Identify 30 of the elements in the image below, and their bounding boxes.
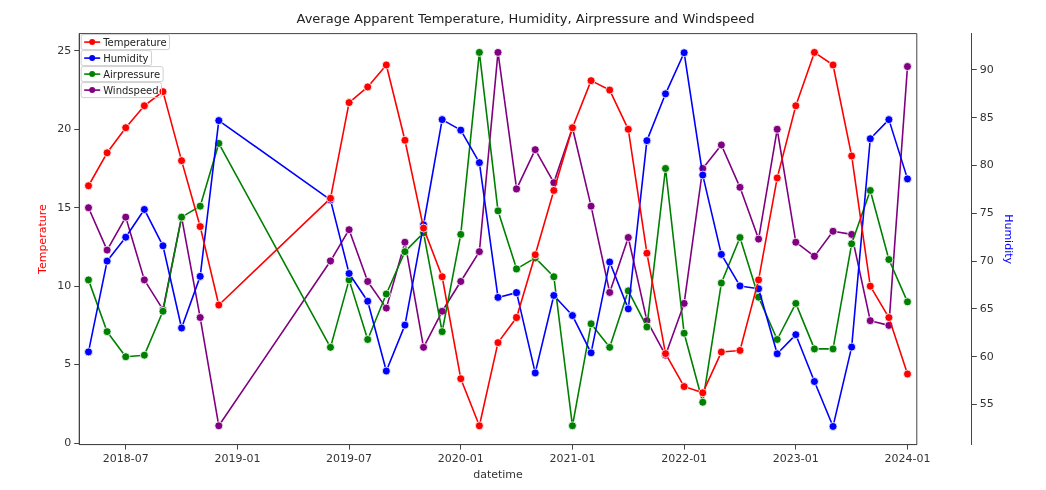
y-tick-label: 0 [64, 435, 72, 449]
x-tick-label: 2022-01 [661, 452, 708, 466]
y2-tick-label: 80 [979, 158, 994, 172]
y2-tick-label: 70 [979, 253, 994, 267]
y2-tick-label: 55 [979, 397, 994, 411]
x-tick-label: 2024-01 [884, 452, 931, 466]
y-tick-label: 15 [57, 200, 72, 214]
y-tick-label: 25 [57, 43, 72, 57]
y2-tick-label: 60 [979, 349, 994, 363]
legend-label: Humidity [103, 52, 149, 64]
y-axis-title: Temperature [36, 204, 50, 275]
legend-label: Windspeed [103, 84, 159, 96]
y2-axis-title: Humidity [1001, 214, 1015, 265]
y2-tick-label: 65 [979, 301, 994, 315]
x-tick-label: 2018-07 [102, 452, 149, 466]
y2-tick-label: 85 [979, 110, 994, 124]
chart-title: Average Apparent Temperature, Humidity, Airpressure and Windspeed [296, 11, 755, 27]
x-tick-label: 2020-01 [437, 452, 484, 466]
y-tick-label: 10 [57, 279, 72, 293]
x-tick-label: 2021-01 [549, 452, 596, 466]
x-tick-label: 2019-07 [326, 452, 373, 466]
legend-label: Temperature [102, 36, 167, 48]
x-tick-label: 2019-01 [214, 452, 261, 466]
x-axis-title: datetime [473, 468, 524, 482]
x-tick-label: 2023-01 [772, 452, 819, 466]
legend-label: Airpressure [103, 68, 161, 80]
y-tick-label: 5 [64, 357, 72, 371]
y-tick-label: 20 [57, 122, 72, 136]
y2-tick-label: 75 [979, 206, 994, 220]
y2-tick-label: 90 [979, 62, 994, 76]
